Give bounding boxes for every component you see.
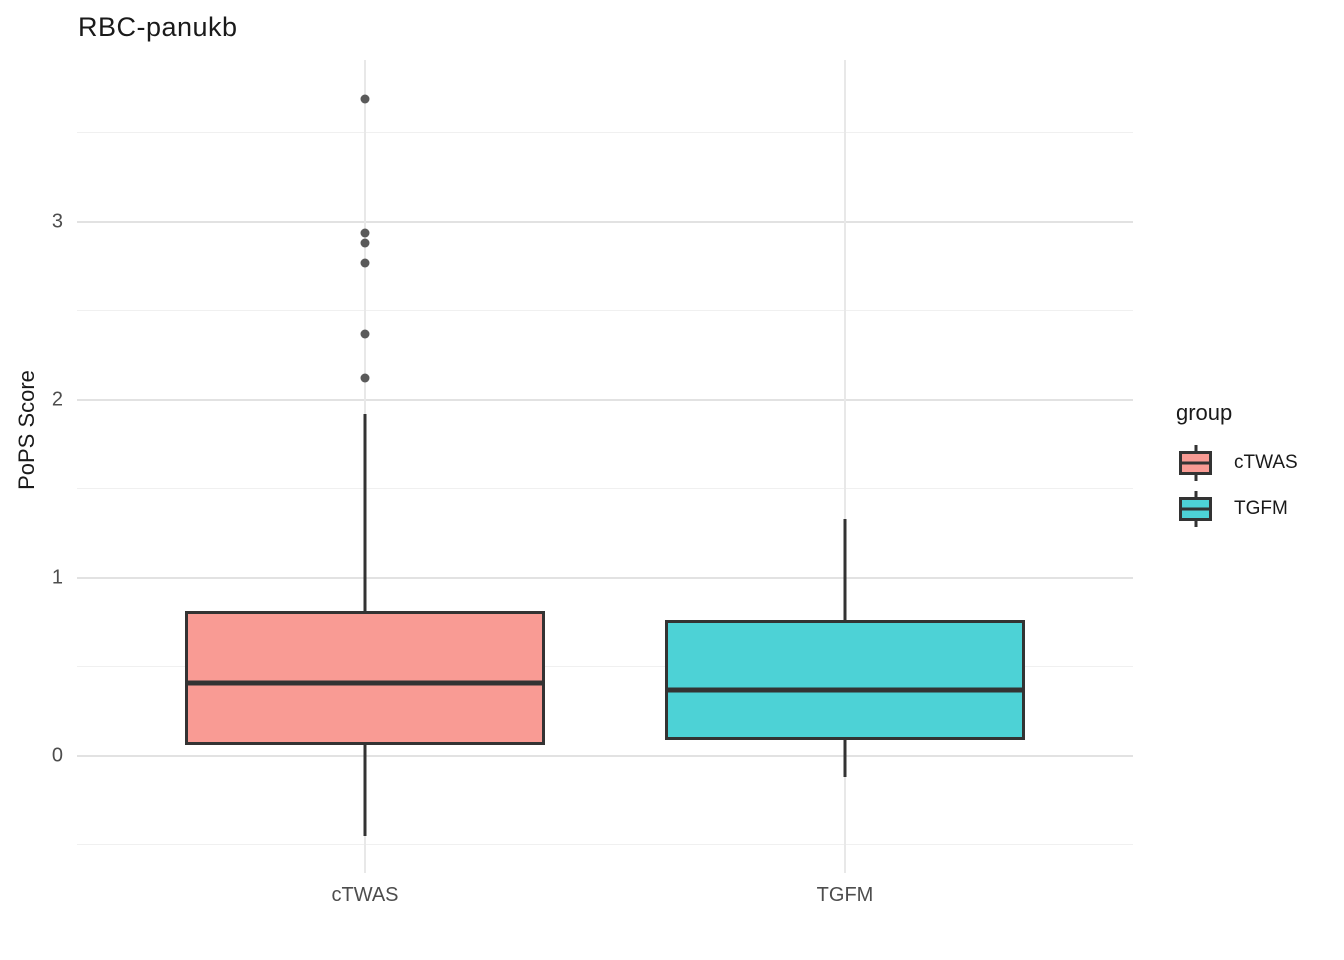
minor-gridline [77, 132, 1133, 134]
median-line [665, 687, 1025, 693]
outlier-point [360, 94, 370, 104]
major-gridline [77, 398, 1133, 401]
legend-entries: cTWAS TGFM [1176, 440, 1298, 532]
y-tick-label: 2 [51, 388, 63, 411]
minor-gridline [77, 488, 1133, 490]
outlier-point [360, 228, 370, 238]
median-line [185, 680, 545, 686]
boxplot-box-ctwas [185, 611, 545, 745]
legend-key-median [1179, 461, 1212, 465]
y-tick-label: 1 [51, 566, 63, 589]
minor-gridline [77, 844, 1133, 846]
legend-label: cTWAS [1234, 452, 1298, 473]
vertical-gridline [844, 60, 846, 873]
legend-label: TGFM [1234, 498, 1288, 519]
outlier-point [360, 238, 370, 248]
major-gridline [77, 220, 1133, 223]
x-tick-label: TGFM [816, 884, 874, 906]
chart-title: RBC-panukb [78, 12, 238, 42]
boxplot-box-tgfm [665, 620, 1025, 740]
legend: group cTWAS TGFM [1176, 400, 1298, 532]
outlier-point [360, 329, 370, 339]
minor-gridline [77, 666, 1133, 668]
y-tick-label: 3 [51, 210, 63, 233]
legend-entry: cTWAS [1176, 440, 1298, 486]
legend-entry: TGFM [1176, 486, 1298, 532]
outlier-point [360, 373, 370, 383]
y-tick-label: 0 [51, 744, 63, 767]
x-tick-label: cTWAS [331, 884, 399, 906]
major-gridline [77, 576, 1133, 579]
legend-key-boxplot-icon [1176, 443, 1215, 483]
minor-gridline [77, 310, 1133, 312]
major-gridline [77, 754, 1133, 757]
legend-key-boxplot-icon [1176, 489, 1215, 529]
legend-title: group [1176, 400, 1233, 425]
legend-key-median [1179, 507, 1212, 511]
outlier-point [360, 258, 370, 268]
